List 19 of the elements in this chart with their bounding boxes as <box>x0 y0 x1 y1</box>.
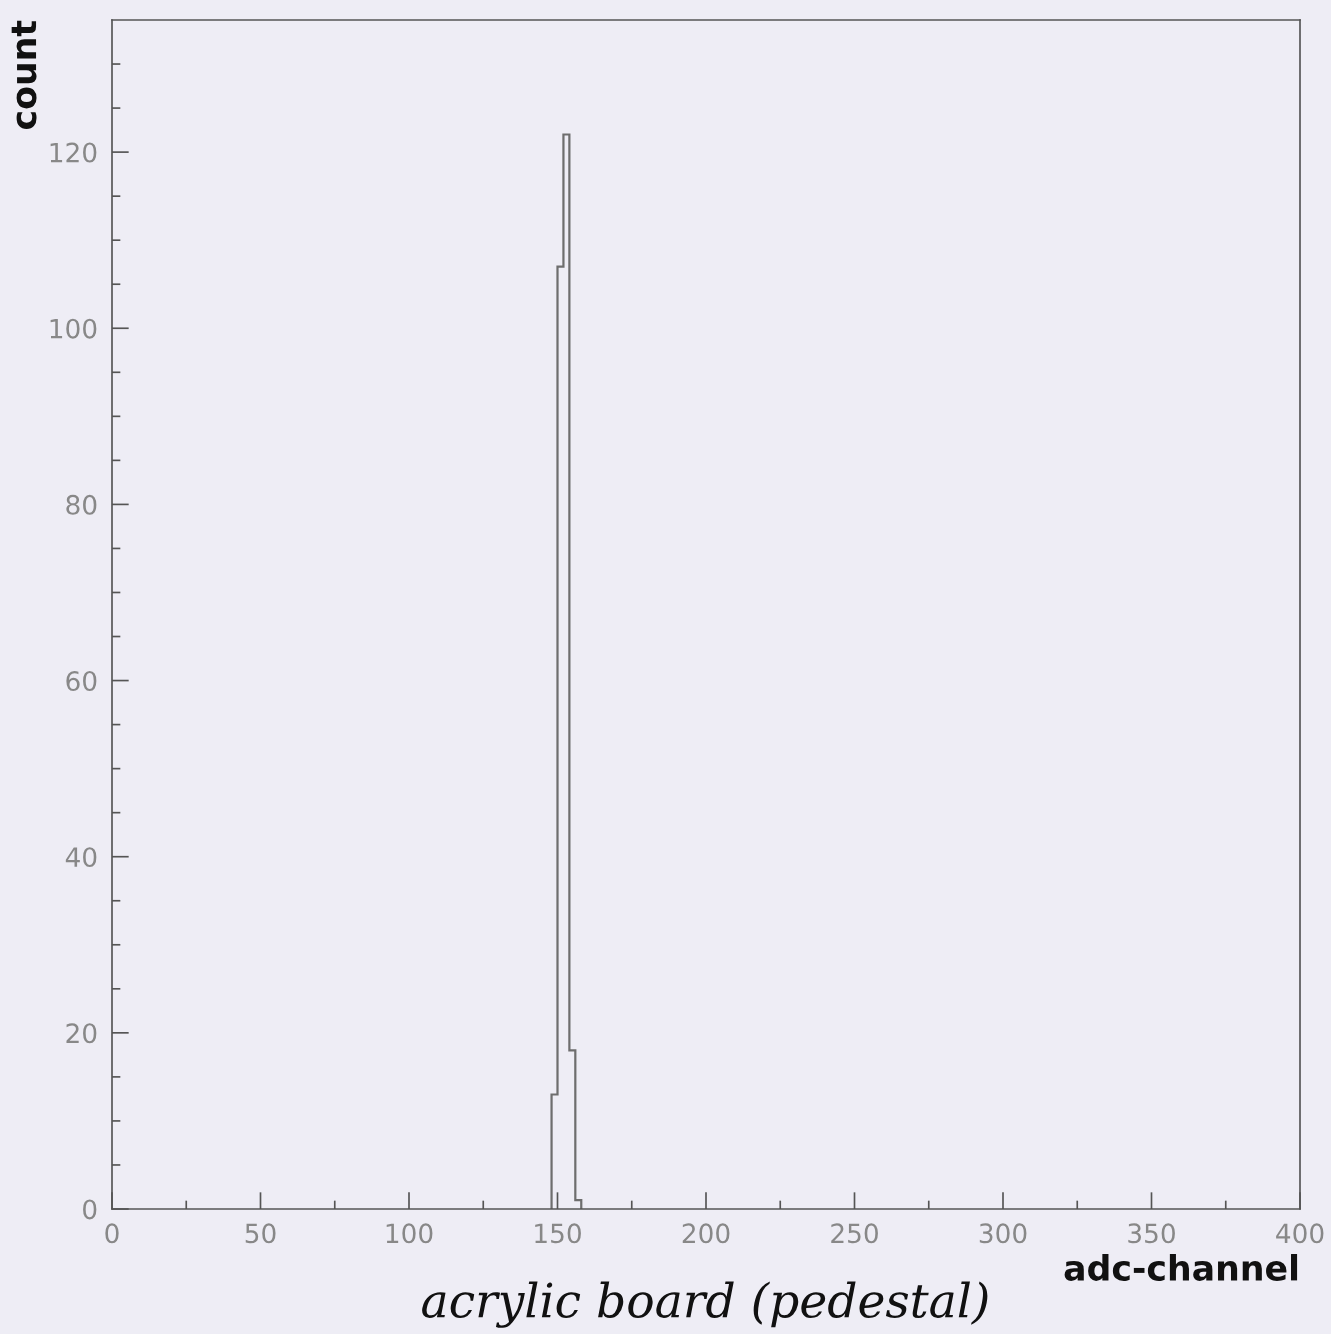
x-tick-label: 300 <box>979 1223 1027 1244</box>
x-tick-label: 150 <box>535 1223 581 1244</box>
x-tick-label: 50 <box>245 1223 276 1244</box>
x-tick-label: 350 <box>1128 1223 1175 1244</box>
text: acrylic board (pedestal) <box>422 1281 988 1328</box>
x-tick-label: 100 <box>386 1223 433 1244</box>
y-tick-label: 40 <box>65 847 97 868</box>
x-tick-label: 250 <box>831 1223 878 1244</box>
x-axis-title: adc-channel <box>1064 1254 1298 1281</box>
y-tick-label: 0 <box>83 1199 97 1220</box>
x-tick-label: 400 <box>1276 1223 1324 1244</box>
y-tick-label: 20 <box>66 1023 97 1044</box>
x-tick-label: 200 <box>682 1223 730 1244</box>
y-axis-title: count <box>11 20 37 129</box>
y-tick-label: 80 <box>66 494 97 515</box>
x-tick-label: 0 <box>105 1223 119 1244</box>
y-tick-label: 120 <box>50 142 97 163</box>
y-tick-label: 100 <box>50 318 97 339</box>
y-tick-label: 60 <box>66 671 97 691</box>
